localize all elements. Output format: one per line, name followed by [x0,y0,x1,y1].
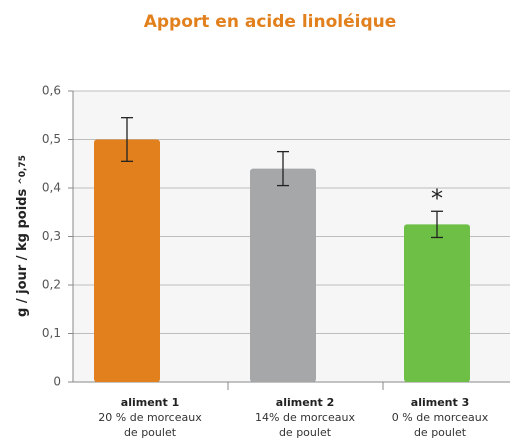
bar [94,139,160,382]
bar [250,168,316,382]
category-description: 20 % de morceaux [98,411,202,424]
x-tick-label: aliment 3 [411,396,469,409]
category-description: de poulet [124,426,177,439]
category-description: 14% de morceaux [255,411,355,424]
y-axis-label-exponent: ^0,75 [18,155,28,185]
y-tick-label: 0 [53,375,61,389]
category-description: 0 % de morceaux [392,411,489,424]
y-axis-label-text: g / jour / kg poids [15,189,30,317]
category-description: de poulet [279,426,332,439]
x-tick-label: aliment 2 [276,396,334,409]
x-tick-label: aliment 1 [121,396,179,409]
chart-title: Apport en acide linoléique [144,12,397,32]
y-tick-label: 0,1 [42,326,61,340]
bar [404,224,470,382]
y-axis-label: g / jour / kg poids ^0,75 [15,155,30,317]
category-description: de poulet [414,426,467,439]
y-tick-label: 0,4 [42,181,61,195]
y-tick-label: 0,5 [42,132,61,146]
y-tick-label: 0,6 [42,84,61,98]
y-tick-label: 0,3 [42,229,61,243]
annotation: * [431,184,443,212]
y-tick-label: 0,2 [42,278,61,292]
